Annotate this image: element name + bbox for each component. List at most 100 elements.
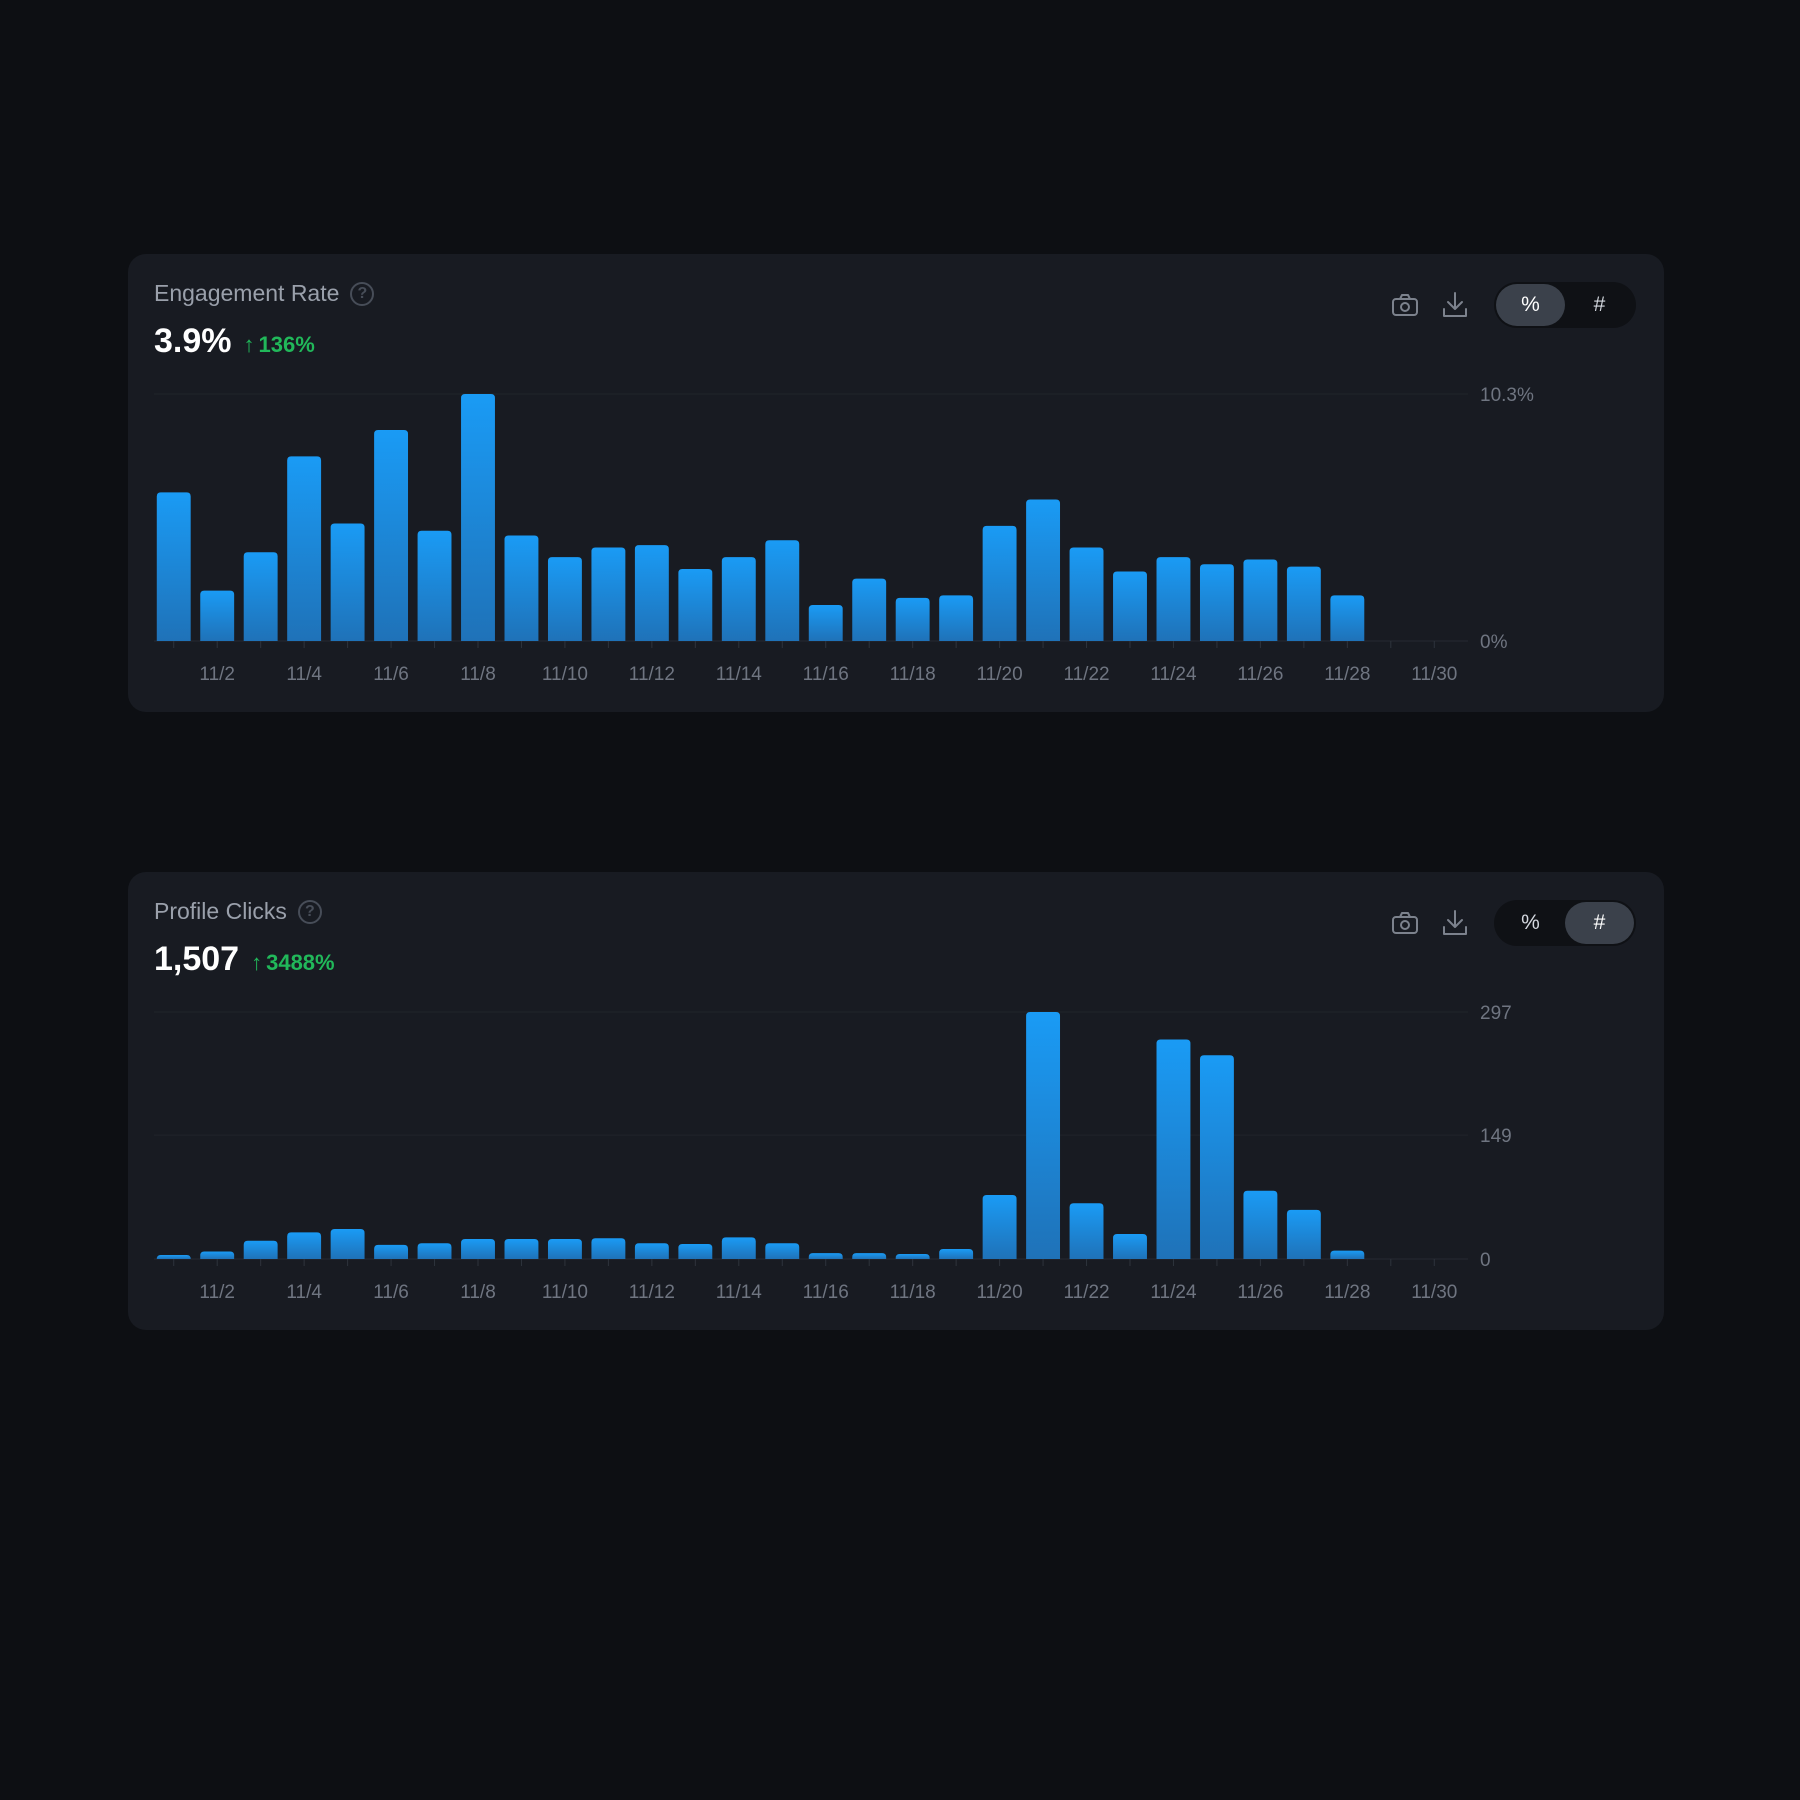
metric-change-value: 136% xyxy=(258,332,315,357)
bar-11-24[interactable] xyxy=(1156,557,1191,641)
metric-summary: 3.9% ↑ 136% xyxy=(154,322,315,361)
x-tick-label: 11/16 xyxy=(803,664,849,685)
bar-11-16[interactable] xyxy=(808,605,843,641)
bar-11-27[interactable] xyxy=(1286,566,1321,641)
x-tick-label: 11/4 xyxy=(286,1282,322,1303)
bar-11-4[interactable] xyxy=(287,456,322,641)
bar-11-18[interactable] xyxy=(895,597,930,641)
bar-11-10[interactable] xyxy=(547,557,582,641)
y-tick-label: 0 xyxy=(1480,1250,1491,1271)
bar-11-8[interactable] xyxy=(461,394,495,641)
bar-11-19[interactable] xyxy=(939,1249,974,1259)
bar-11-5[interactable] xyxy=(330,523,365,641)
y-tick-label: 297 xyxy=(1480,1003,1512,1024)
bar-11-23[interactable] xyxy=(1113,1234,1147,1259)
bar-11-13[interactable] xyxy=(678,1244,713,1259)
bar-11-11[interactable] xyxy=(591,1238,626,1259)
bar-11-27[interactable] xyxy=(1286,1209,1321,1259)
bar-11-9[interactable] xyxy=(504,1239,539,1259)
bar-11-6[interactable] xyxy=(374,429,409,641)
toggle-percent[interactable]: % xyxy=(1521,911,1540,934)
bar-11-13[interactable] xyxy=(678,569,713,641)
x-tick-label: 11/6 xyxy=(373,664,409,685)
engagement-rate-card: 0% 10.3% 11/2 11/4 11/6 11/8 11/10 11/12 11/14 11… xyxy=(128,254,1664,712)
bar-11-20[interactable] xyxy=(982,1194,1017,1259)
bar-11-19[interactable] xyxy=(939,595,974,641)
x-tick-label: 11/12 xyxy=(629,1282,675,1303)
bar-11-11[interactable] xyxy=(591,547,626,641)
x-tick-label: 11/26 xyxy=(1237,1282,1283,1303)
x-tick-label: 11/28 xyxy=(1324,1282,1370,1303)
bar-11-26[interactable] xyxy=(1243,1190,1278,1259)
metric-summary: 1,507 ↑ 3488% xyxy=(154,940,335,979)
bar-11-28[interactable] xyxy=(1330,1250,1365,1259)
bar-11-5[interactable] xyxy=(330,1229,365,1259)
download-icon[interactable] xyxy=(1438,906,1472,940)
y-tick-label: 0% xyxy=(1480,632,1508,653)
bar-11-21[interactable] xyxy=(1026,1012,1061,1259)
x-tick-label: 11/18 xyxy=(890,1282,936,1303)
toggle-percent[interactable]: % xyxy=(1496,284,1565,326)
bar-11-10[interactable] xyxy=(547,1239,582,1259)
x-tick-label: 11/20 xyxy=(977,664,1023,685)
bar-11-14[interactable] xyxy=(721,1237,756,1259)
x-tick-label: 11/10 xyxy=(542,664,588,685)
bar-11-12[interactable] xyxy=(634,545,669,641)
bar-11-18[interactable] xyxy=(895,1254,930,1259)
chart-toolbar: % # xyxy=(1388,900,1636,946)
bar-11-17[interactable] xyxy=(852,1253,887,1259)
metric-value: 3.9% xyxy=(154,322,232,360)
help-circle-icon[interactable]: ? xyxy=(350,281,375,306)
bar-11-8[interactable] xyxy=(461,1239,495,1259)
bar-11-26[interactable] xyxy=(1243,559,1278,641)
camera-icon[interactable] xyxy=(1388,906,1422,940)
bar-11-4[interactable] xyxy=(287,1232,322,1259)
bar-11-24[interactable] xyxy=(1156,1039,1191,1259)
card-title-text: Profile Clicks xyxy=(154,898,287,924)
bar-11-15[interactable] xyxy=(765,540,800,641)
x-tick-label: 11/10 xyxy=(542,1282,588,1303)
unit-toggle: % # xyxy=(1494,900,1636,946)
x-tick-label: 11/8 xyxy=(460,664,496,685)
x-tick-label: 11/22 xyxy=(1063,664,1109,685)
profile-clicks-chart: 0 149 297 11/2 11/4 11/6 11/8 11/10 11/12 11/14 11… xyxy=(154,1003,1512,1303)
profile-clicks-card: 0 149 297 11/2 11/4 11/6 11/8 11/10 11/12 11/14 11… xyxy=(128,872,1664,1330)
arrow-up-icon: ↑ xyxy=(243,332,255,357)
bar-11-1[interactable] xyxy=(156,492,191,641)
bar-11-22[interactable] xyxy=(1069,1203,1104,1259)
bar-11-14[interactable] xyxy=(721,557,756,641)
x-tick-label: 11/6 xyxy=(373,1282,409,1303)
bar-11-21[interactable] xyxy=(1026,499,1061,641)
download-icon[interactable] xyxy=(1438,288,1472,322)
bar-11-3[interactable] xyxy=(243,552,278,641)
x-tick-label: 11/8 xyxy=(460,1282,496,1303)
toggle-count[interactable]: # xyxy=(1565,902,1634,944)
bar-11-6[interactable] xyxy=(374,1244,409,1259)
card-title-text: Engagement Rate xyxy=(154,280,340,306)
bar-11-12[interactable] xyxy=(634,1243,669,1259)
bar-11-23[interactable] xyxy=(1113,571,1147,641)
bar-11-25[interactable] xyxy=(1199,564,1234,641)
bar-11-15[interactable] xyxy=(765,1243,800,1259)
bar-11-25[interactable] xyxy=(1199,1055,1234,1259)
x-tick-label: 11/18 xyxy=(890,664,936,685)
bar-11-3[interactable] xyxy=(243,1240,278,1259)
chart-toolbar: % # xyxy=(1388,282,1636,328)
x-tick-label: 11/30 xyxy=(1411,1282,1457,1303)
bar-11-2[interactable] xyxy=(200,590,235,641)
bar-11-20[interactable] xyxy=(982,525,1017,641)
bar-11-2[interactable] xyxy=(200,1251,235,1259)
bar-11-7[interactable] xyxy=(417,1243,452,1259)
bar-11-7[interactable] xyxy=(417,530,452,641)
toggle-count[interactable]: # xyxy=(1593,293,1606,316)
engagement-rate-chart: 0% 10.3% 11/2 11/4 11/6 11/8 11/10 11/12 11/14 11… xyxy=(154,385,1534,685)
bar-11-22[interactable] xyxy=(1069,547,1104,641)
bar-11-9[interactable] xyxy=(504,535,539,641)
bar-11-1[interactable] xyxy=(156,1255,191,1259)
bar-11-28[interactable] xyxy=(1330,595,1365,641)
bar-11-17[interactable] xyxy=(852,578,887,641)
bar-11-16[interactable] xyxy=(808,1253,843,1259)
metric-value: 1,507 xyxy=(154,940,240,978)
help-circle-icon[interactable]: ? xyxy=(297,899,322,924)
camera-icon[interactable] xyxy=(1388,288,1422,322)
